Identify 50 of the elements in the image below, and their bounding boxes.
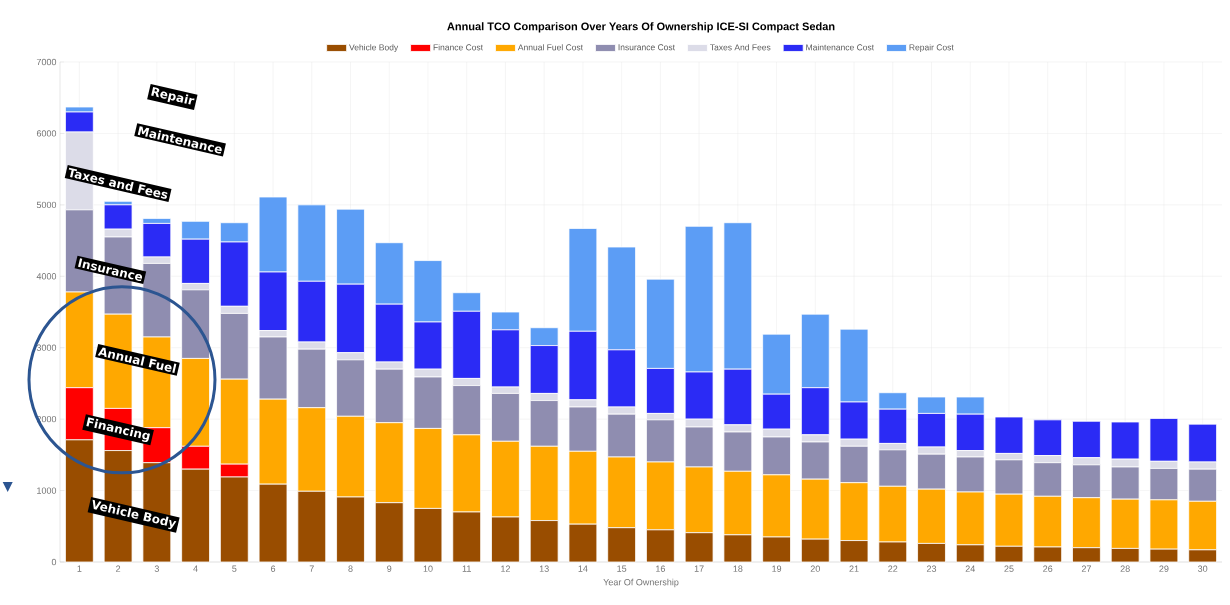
annotation: Repair	[151, 86, 195, 105]
x-tick-label: 24	[965, 565, 975, 572]
x-tick-label: 11	[462, 565, 471, 572]
legend-label: Repair Cost	[909, 44, 954, 53]
legend-label: Taxes And Fees	[710, 44, 771, 51]
legend-label: Annual Fuel Cost	[517, 44, 583, 51]
x-tick-label: 14	[578, 565, 588, 572]
x-tick-label: 3	[154, 565, 159, 572]
x-tick-label: 23	[926, 565, 937, 572]
chart-title: Annual TCO Comparison Over Years Of Ownership ICE-SI Compact Sedan	[447, 22, 835, 33]
y-tick-label: 1000	[37, 487, 57, 494]
x-tick-label: 1	[77, 565, 82, 572]
x-tick-label: 27	[1081, 565, 1091, 572]
x-tick-label: 5	[232, 565, 237, 572]
x-axis-title: Year Of Ownership	[603, 578, 679, 588]
y-tick-label: 6000	[36, 130, 57, 137]
x-tick-label: 8	[348, 565, 353, 572]
y-tick-label: 0	[51, 558, 57, 566]
x-tick-label: 10	[423, 565, 433, 572]
legend-label: Finance Cost	[433, 44, 483, 51]
x-tick-label: 15	[617, 565, 627, 572]
x-tick-label: 22	[888, 565, 898, 572]
x-tick-label: 12	[501, 565, 510, 572]
x-tick-label: 30	[1197, 565, 1208, 572]
y-tick-label: 5000	[36, 201, 57, 209]
x-tick-label: 26	[1043, 565, 1053, 572]
x-tick-label: 28	[1120, 565, 1130, 572]
y-tick-label: 3000	[36, 344, 57, 351]
annotation: Annual Fuel	[97, 347, 177, 373]
x-tick-label: 6	[270, 565, 276, 572]
x-tick-label: 18	[733, 565, 743, 572]
annotation: Taxes and Fees	[68, 167, 168, 199]
legend-label: Vehicle Body	[349, 44, 399, 53]
x-tick-label: 9	[387, 565, 392, 572]
x-tick-label: 21	[849, 565, 859, 572]
legend-label: Insurance Cost	[618, 44, 675, 51]
annotation: Vehicle Body	[92, 499, 177, 530]
x-tick-label: 2	[116, 565, 121, 572]
x-tick-label: 7	[309, 565, 314, 572]
x-tick-label: 13	[539, 565, 549, 572]
x-tick-label: 19	[772, 565, 782, 572]
legend-label: Maintenance Cost	[806, 44, 875, 51]
y-tick-label: 4000	[36, 273, 57, 280]
x-tick-label: 25	[1004, 565, 1014, 572]
y-tick-label: 7000	[36, 58, 57, 66]
x-tick-label: 20	[810, 565, 820, 572]
x-tick-label: 16	[656, 565, 665, 572]
x-tick-label: 4	[193, 565, 198, 572]
x-tick-label: 17	[694, 565, 704, 572]
x-tick-label: 29	[1159, 565, 1169, 572]
